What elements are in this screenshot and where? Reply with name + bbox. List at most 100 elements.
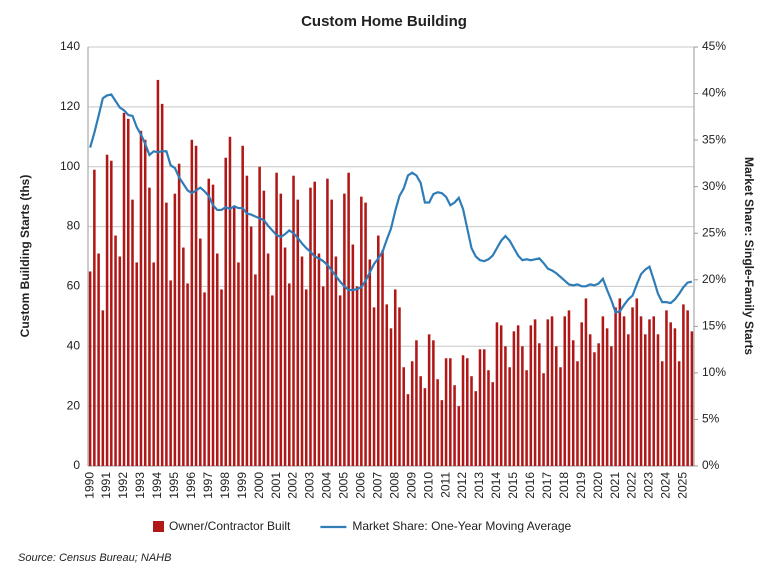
bar (215, 253, 219, 466)
y2-axis-label: Market Share: Single-Family Starts (742, 157, 756, 355)
bar (288, 283, 291, 466)
y-tick-label: 140 (60, 39, 80, 53)
bar (393, 289, 397, 466)
bar (673, 328, 677, 466)
bar (690, 331, 694, 466)
bar (618, 298, 622, 466)
x-tick-label: 2003 (303, 472, 317, 499)
bar (389, 328, 393, 466)
bar (330, 199, 333, 466)
bar (669, 322, 672, 466)
bar (228, 136, 232, 467)
bar (516, 325, 520, 466)
x-tick-label: 1992 (116, 472, 130, 499)
x-tick-label: 2006 (354, 472, 368, 499)
bar (279, 193, 283, 466)
y2-tick-label: 35% (702, 132, 726, 146)
bar (470, 376, 473, 466)
bar (338, 295, 342, 466)
bar (660, 361, 664, 466)
bar (271, 295, 274, 466)
bar (317, 253, 321, 466)
bar (466, 358, 469, 466)
bar (88, 271, 92, 466)
bar (211, 184, 215, 466)
bar (177, 163, 181, 466)
bar (499, 325, 503, 466)
x-tick-label: 2013 (472, 472, 486, 499)
y2-tick-label: 0% (702, 458, 720, 472)
bar (101, 310, 105, 466)
bar (432, 340, 435, 466)
x-tick-label: 2016 (523, 472, 537, 499)
x-tick-label: 2018 (557, 472, 571, 499)
x-tick-label: 2011 (438, 472, 452, 498)
bar (148, 187, 151, 466)
bar (343, 193, 346, 466)
bar (114, 235, 117, 466)
bar (232, 205, 236, 466)
bar (648, 319, 651, 466)
x-tick-label: 1999 (235, 472, 249, 499)
bar (131, 199, 134, 466)
y2-tick-label: 10% (702, 365, 726, 379)
y-tick-label: 120 (60, 99, 80, 113)
bar (652, 316, 656, 466)
bar (453, 385, 456, 466)
bar (521, 346, 524, 466)
bar (364, 202, 367, 466)
bar (529, 325, 533, 466)
y2-tick-label: 25% (702, 225, 726, 239)
bar (326, 178, 329, 466)
x-tick-label: 2004 (320, 472, 334, 499)
x-tick-label: 1996 (184, 472, 198, 499)
x-tick-label: 2009 (404, 472, 418, 499)
bar (571, 340, 575, 466)
bar (160, 103, 164, 466)
bar (220, 289, 223, 466)
bar (249, 226, 253, 466)
bar (360, 196, 363, 466)
bar (93, 169, 96, 466)
bar (258, 166, 261, 466)
bar (605, 328, 609, 466)
bar (533, 319, 537, 466)
bar (186, 283, 189, 466)
y-tick-label: 100 (60, 159, 80, 173)
bar (419, 376, 422, 466)
bar (118, 256, 122, 466)
bar (135, 262, 139, 466)
bar (559, 367, 562, 466)
chart-title: Custom Home Building (301, 13, 467, 30)
bar (165, 202, 168, 466)
bar (139, 130, 143, 467)
bar (576, 361, 579, 466)
x-tick-label: 2017 (540, 472, 554, 499)
x-tick-label: 2007 (370, 472, 384, 499)
bar (487, 370, 490, 466)
bar (584, 298, 588, 466)
bar (105, 154, 109, 466)
bar (190, 139, 194, 466)
bar (546, 319, 550, 466)
bar (504, 346, 507, 466)
bar (173, 193, 177, 466)
y2-tick-label: 5% (702, 412, 720, 426)
bar (423, 388, 427, 466)
bar (224, 157, 227, 466)
bar (686, 310, 689, 466)
y2-tick-label: 15% (702, 319, 726, 333)
bar (478, 349, 482, 466)
x-tick-label: 1995 (167, 472, 181, 499)
bar (643, 334, 647, 466)
y-tick-label: 40 (67, 338, 81, 352)
bar (538, 343, 541, 466)
bar (550, 316, 554, 466)
bar (304, 289, 308, 466)
bar (601, 316, 605, 466)
x-tick-label: 2025 (676, 472, 690, 499)
bar (203, 292, 206, 466)
bar (563, 316, 567, 466)
x-tick-label: 1991 (99, 472, 113, 499)
